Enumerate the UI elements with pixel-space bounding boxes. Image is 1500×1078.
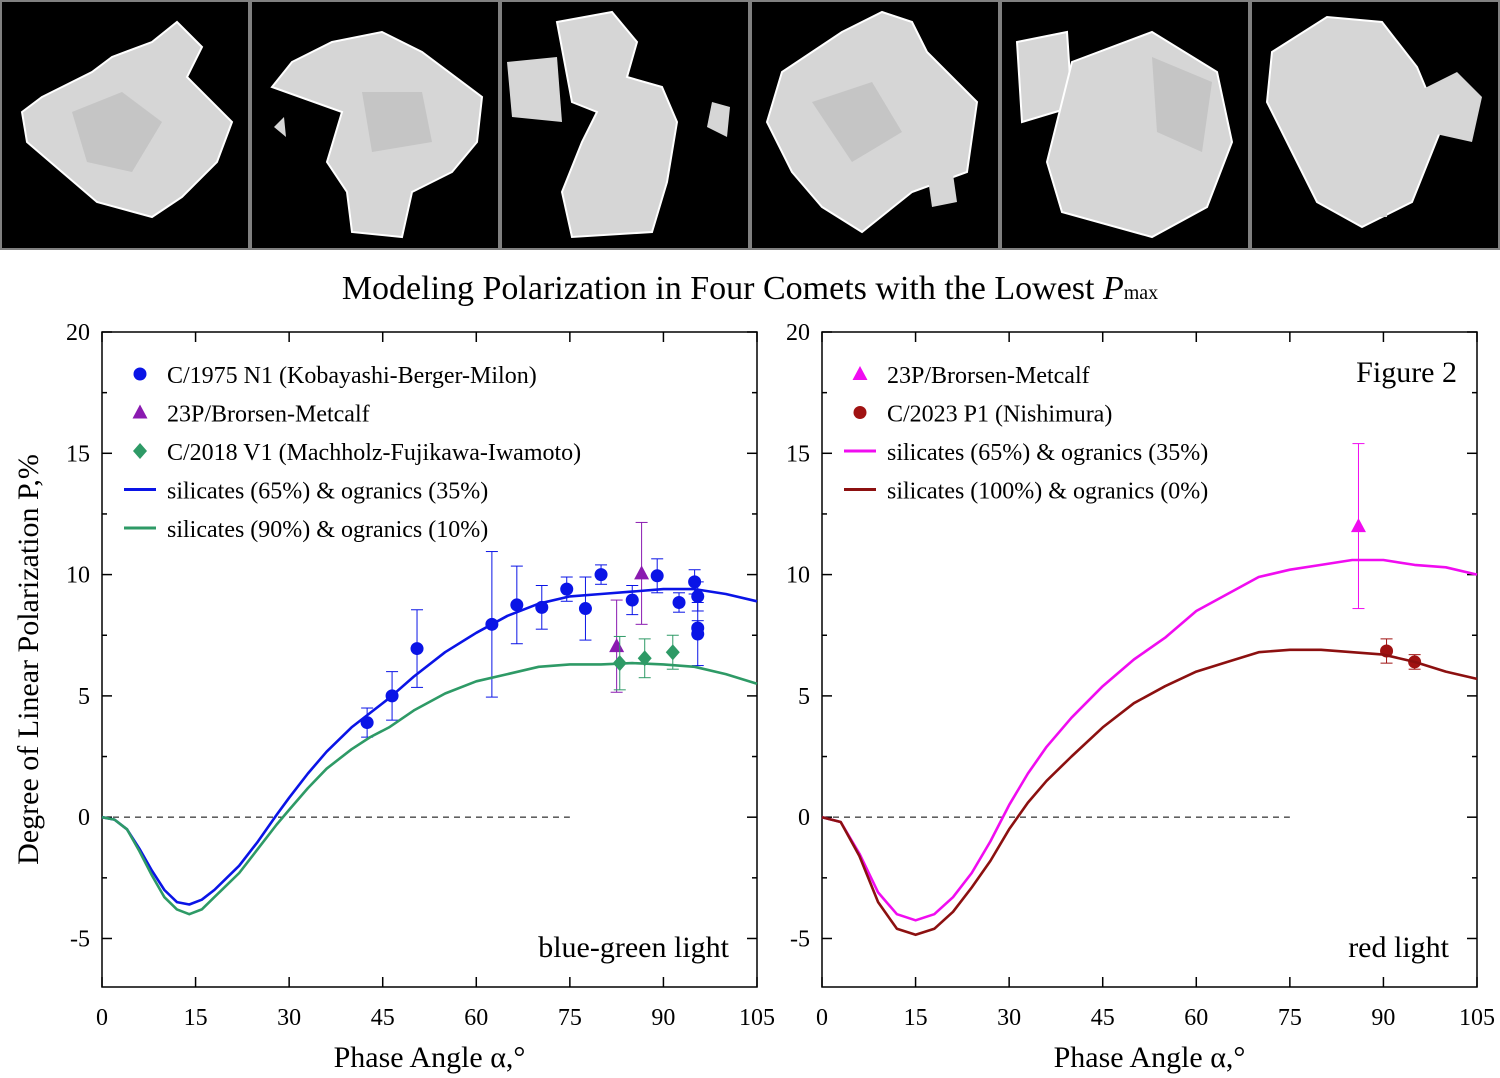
legend-entry: C/2023 P1 (Nishimura)	[887, 402, 1112, 428]
x-tick-label: 0	[816, 1005, 828, 1031]
legend-entry: 23P/Brorsen-Metcalf	[887, 363, 1090, 389]
series-2	[609, 521, 650, 693]
data-point	[650, 569, 664, 583]
title-main: Modeling Polarization in Four Comets wit…	[341, 270, 1103, 307]
legend: 23P/Brorsen-Metcalf C/2023 P1 (Nishimura)…	[844, 363, 1208, 505]
legend-entry: silicates (90%) & ogranics (10%)	[167, 517, 488, 543]
legend: C/1975 N1 (Kobayashi-Berger-Milon) 23P/Br…	[124, 363, 581, 543]
series-4	[821, 648, 1478, 937]
y-tick-label: 0	[798, 805, 810, 831]
light-label: blue-green light	[538, 931, 729, 964]
data-point	[510, 598, 524, 612]
particle-render-icon	[1252, 2, 1498, 248]
y-tick-label: 10	[786, 563, 810, 589]
title-subscript: max	[1123, 282, 1159, 304]
plot-frame	[821, 331, 1478, 988]
legend-entry: silicates (65%) & ogranics (35%)	[167, 479, 488, 505]
data-point	[691, 627, 705, 641]
y-tick-label: 0	[78, 805, 90, 831]
data-point	[594, 568, 608, 582]
particle-render-icon	[502, 2, 748, 248]
y-tick-label: -5	[70, 926, 90, 952]
x-tick-label: 75	[558, 1005, 582, 1031]
particle-image-strip	[0, 0, 1500, 250]
legend-symbol	[133, 367, 147, 381]
light-label: red light	[1348, 931, 1449, 964]
particle-render-icon	[752, 2, 998, 248]
legend-entry: 23P/Brorsen-Metcalf	[167, 402, 370, 428]
y-tick-label: 5	[78, 684, 90, 710]
x-tick-label: 75	[1278, 1005, 1302, 1031]
data-point	[672, 595, 686, 609]
series-3	[821, 558, 1478, 922]
x-tick-label: 45	[1091, 1005, 1115, 1031]
x-axis-title: Phase Angle α,°	[334, 1041, 526, 1074]
data-point	[634, 565, 650, 580]
particle-render-icon	[1002, 2, 1248, 248]
particle-render-icon	[2, 2, 248, 248]
title-variable: P	[1102, 270, 1124, 307]
series-line	[101, 661, 758, 916]
x-tick-label: 90	[651, 1005, 675, 1031]
data-point	[625, 593, 639, 607]
x-axis-title: Phase Angle α,°	[1054, 1041, 1246, 1074]
legend-symbol	[852, 366, 868, 380]
data-point	[410, 642, 424, 656]
x-tick-label: 90	[1371, 1005, 1395, 1031]
figure-label: Figure 2	[1356, 356, 1457, 389]
x-tick-label: 45	[371, 1005, 395, 1031]
x-tick-label: 15	[904, 1005, 928, 1031]
plot-frame	[101, 331, 758, 988]
series-line	[821, 558, 1478, 922]
data-point	[560, 582, 574, 596]
x-tick-label: 105	[1459, 1005, 1495, 1031]
series-4	[101, 587, 758, 906]
series-line	[101, 587, 758, 906]
legend-symbol	[132, 404, 148, 419]
figure-title: Modeling Polarization in Four Comets wit…	[0, 270, 1500, 308]
y-tick-label: 20	[66, 320, 90, 346]
data-point	[609, 638, 625, 653]
y-tick-label: -5	[790, 926, 810, 952]
series-1	[360, 551, 705, 738]
legend-entry: silicates (100%) & ogranics (0%)	[887, 479, 1208, 505]
x-tick-label: 105	[739, 1005, 775, 1031]
legend-entry: silicates (65%) & ogranics (35%)	[887, 440, 1208, 466]
x-tick-label: 60	[464, 1005, 488, 1031]
y-tick-label: 10	[66, 563, 90, 589]
y-tick-label: 20	[786, 320, 810, 346]
data-point	[665, 644, 680, 661]
series-5	[101, 661, 758, 916]
y-tick-label: 15	[66, 441, 90, 467]
series-line	[821, 648, 1478, 937]
legend-symbol	[853, 406, 867, 419]
chart-panel-2: 0 15 30 45 60 75 90 105 -5 0 5 10 15 20 Phase Angle α,…	[786, 320, 1495, 1074]
legend-entry: C/1975 N1 (Kobayashi-Berger-Milon)	[167, 363, 537, 389]
particle-render-icon	[252, 2, 498, 248]
legend-entry: C/2018 V1 (Machholz-Fujikawa-Iwamoto)	[167, 440, 581, 466]
y-tick-label: 5	[798, 684, 810, 710]
x-tick-label: 30	[997, 1005, 1021, 1031]
series-1	[1350, 443, 1366, 610]
data-point	[578, 602, 592, 616]
x-tick-label: 0	[96, 1005, 108, 1031]
x-tick-label: 15	[184, 1005, 208, 1031]
chart-panel-1: 0 15 30 45 60 75 90 105 -5 0 5 10 15 20 Phase Angle α,…	[12, 320, 775, 1074]
legend-symbol	[133, 443, 147, 459]
y-tick-label: 15	[786, 441, 810, 467]
y-axis-title: Degree of Linear Polarization P,%	[12, 454, 45, 865]
data-point	[691, 589, 705, 603]
x-tick-label: 60	[1184, 1005, 1208, 1031]
x-tick-label: 30	[277, 1005, 301, 1031]
data-point	[1350, 518, 1366, 533]
